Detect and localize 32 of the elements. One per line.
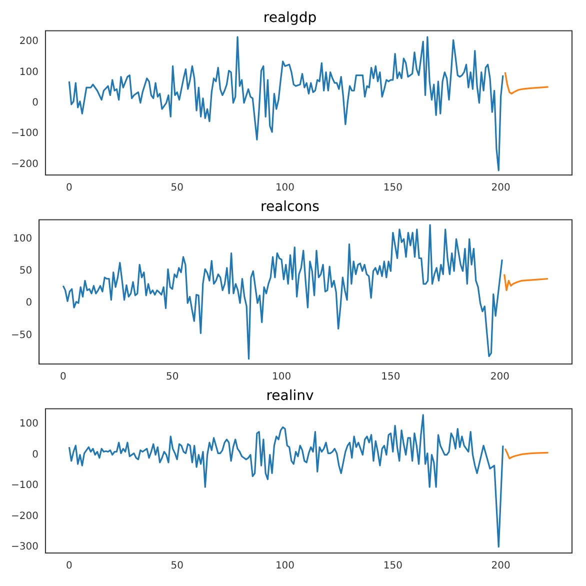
x-tick-label: 0 <box>60 372 66 383</box>
x-tick-label: 150 <box>383 560 402 572</box>
x-tick-label: 100 <box>275 182 295 194</box>
y-tick-label: 50 <box>19 266 32 277</box>
x-tick-label: 150 <box>383 182 402 194</box>
chart-title: realcons <box>260 199 320 216</box>
x-tick-label: 200 <box>490 372 510 383</box>
y-tick-label: 0 <box>32 97 38 108</box>
x-tick-label: 50 <box>166 372 179 383</box>
x-tick-label: 50 <box>170 182 184 194</box>
x-tick-label: 50 <box>170 560 184 572</box>
x-tick-label: 200 <box>491 182 510 194</box>
x-tick-label: 100 <box>272 372 292 383</box>
x-tick-label: 150 <box>381 372 400 383</box>
y-tick-label: 0 <box>26 298 32 309</box>
y-tick-label: −200 <box>10 510 38 522</box>
y-tick-label: 100 <box>19 418 38 430</box>
x-tick-label: 200 <box>491 560 510 572</box>
y-tick-label: 200 <box>19 36 38 48</box>
x-tick-label: 0 <box>66 182 72 194</box>
y-tick-label: 0 <box>32 449 38 460</box>
y-tick-label: −300 <box>10 541 38 552</box>
chart-title: realinv <box>266 388 314 404</box>
x-tick-label: 100 <box>275 560 295 572</box>
y-tick-label: −100 <box>10 480 38 492</box>
y-tick-label: −50 <box>10 330 32 341</box>
y-tick-label: 100 <box>19 66 38 78</box>
y-tick-label: 100 <box>13 234 32 245</box>
x-tick-label: 0 <box>66 560 72 572</box>
y-tick-label: −200 <box>10 158 38 170</box>
y-tick-label: −100 <box>10 128 38 140</box>
chart-title: realgdp <box>263 10 317 26</box>
